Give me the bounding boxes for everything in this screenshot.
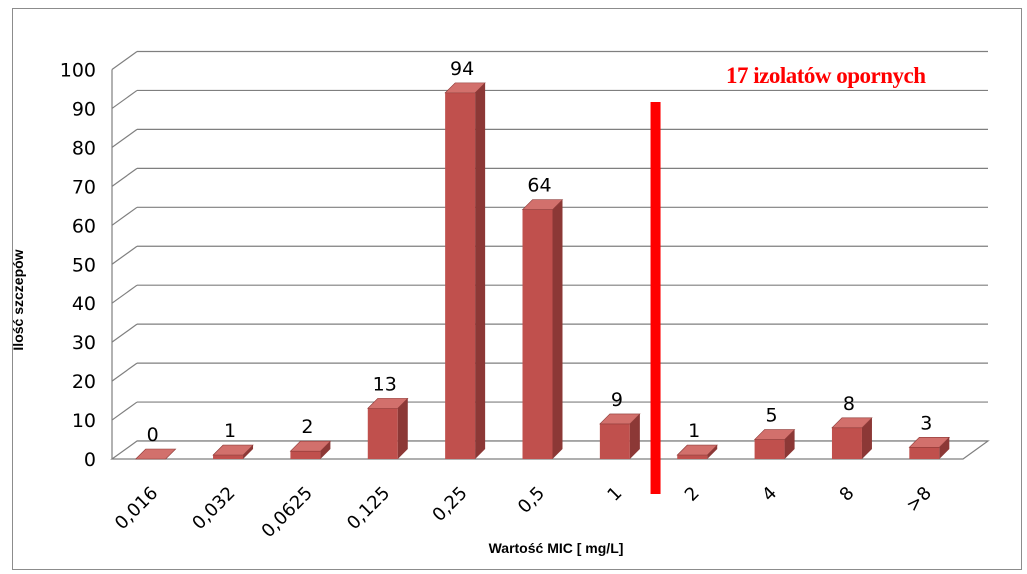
data-label: 3 (920, 412, 932, 434)
x-tick-label: 0,125 (343, 483, 394, 534)
y-axis-title: Ilość szczepów (10, 249, 26, 351)
x-tick-label: 0,5 (514, 483, 549, 518)
bar-top (599, 413, 641, 425)
bar-side (552, 199, 563, 459)
bar-top (908, 437, 951, 448)
bar (445, 92, 476, 460)
y-tick-label: 100 (60, 60, 96, 82)
bar-side (939, 437, 950, 459)
x-tick-label: 0,016 (111, 483, 162, 534)
bar (367, 408, 398, 459)
grid-diagonal (111, 128, 138, 148)
y-tick-label: 80 (72, 137, 96, 159)
x-tick-label: 0,0625 (258, 483, 317, 542)
bar-top (134, 448, 177, 460)
y-tick-label: 20 (72, 371, 96, 393)
bar-top (289, 440, 332, 452)
bar-side (397, 398, 408, 459)
y-tick-label: 10 (72, 410, 96, 432)
y-tick-label: 40 (72, 293, 96, 315)
data-label: 0 (147, 424, 159, 446)
x-tick-label: 4 (758, 483, 781, 506)
x-tick-label: >8 (902, 483, 936, 517)
resistance-threshold-line (650, 102, 661, 494)
chart-frame (12, 8, 1022, 570)
x-tick-label: 0,032 (188, 483, 239, 534)
y-tick-label: 90 (72, 98, 96, 120)
bar-top (521, 199, 564, 211)
bar (599, 423, 630, 459)
bar (754, 439, 785, 459)
grid-diagonal (111, 323, 138, 343)
bar (831, 427, 862, 459)
grid-diagonal (111, 401, 138, 421)
data-label: 2 (301, 416, 313, 438)
grid-diagonal (111, 284, 138, 304)
data-label: 64 (527, 175, 551, 197)
bar (677, 455, 708, 459)
y-tick-label: 30 (72, 332, 96, 354)
data-label: 9 (611, 389, 623, 411)
data-label: 1 (688, 420, 700, 442)
x-tick-label: 0,25 (428, 483, 471, 526)
data-label: 5 (766, 405, 778, 427)
grid-diagonal (111, 89, 138, 109)
bar-side (475, 82, 486, 460)
bar (213, 455, 244, 459)
resistant-isolates-annotation: 17 izolatów opornych (726, 63, 926, 88)
bar-side (320, 441, 331, 459)
data-label: 8 (843, 393, 855, 415)
x-tick-label: 1 (603, 483, 626, 506)
bar (522, 209, 553, 459)
bar-top (676, 444, 718, 456)
bar-side (243, 445, 254, 459)
data-label: 94 (450, 58, 474, 80)
bar-side (784, 429, 795, 459)
bar-side (629, 413, 640, 459)
grid-diagonal (111, 51, 138, 70)
bar-top (753, 429, 796, 440)
grid-diagonal (111, 167, 138, 187)
bar-top (212, 444, 254, 456)
x-axis-title: Wartość MIC [ mg/L] (488, 540, 624, 556)
grid-diagonal (111, 362, 138, 382)
y-tick-label: 0 (84, 449, 96, 471)
data-label: 1 (224, 420, 236, 442)
x-tick-label: 8 (836, 483, 859, 506)
data-label: 13 (373, 373, 397, 395)
bar-top (831, 417, 873, 429)
bar-side (707, 445, 718, 459)
y-tick-label: 60 (72, 215, 96, 237)
grid-diagonal (111, 245, 138, 265)
bar-top (367, 398, 409, 409)
bar (909, 447, 940, 459)
grid-diagonal (111, 206, 138, 226)
x-tick-label: 2 (681, 483, 704, 506)
bar (290, 451, 321, 459)
bar-top (444, 82, 486, 94)
bar-side (861, 417, 872, 459)
y-tick-label: 70 (72, 176, 96, 198)
y-tick-label: 50 (72, 254, 96, 276)
